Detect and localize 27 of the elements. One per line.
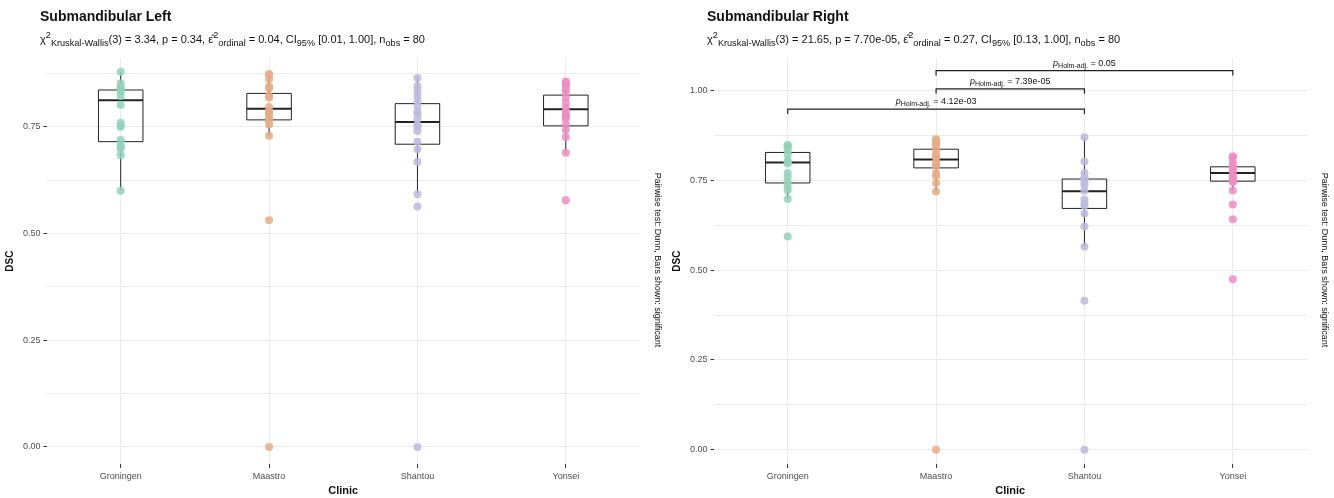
y-tick-label: 1.00 — [689, 85, 708, 96]
x-tick-label: Shantou — [400, 470, 435, 481]
chart-title: Submandibular Right — [707, 8, 849, 24]
y-axis-title: DSC — [670, 250, 682, 272]
y-tick-label: 0.25 — [22, 334, 41, 345]
x-axis-title: Clinic — [328, 484, 359, 497]
y-tick-label: 0.00 — [22, 441, 41, 452]
x-axis-title: Clinic — [995, 484, 1026, 497]
x-tick-label: Maastro — [252, 470, 286, 481]
y-tick-label: 0.75 — [22, 121, 41, 132]
text: Pairwise test: Dunn, Bars shown: significant — [653, 172, 663, 348]
x-tick-label: Yonsei — [1219, 470, 1247, 481]
x-tick-label: Groningen — [766, 470, 809, 481]
text: Pairwise test: Dunn, Bars shown: significant — [1320, 172, 1330, 348]
y-tick-label: 0.25 — [689, 354, 708, 365]
y-axis-title: DSC — [3, 250, 15, 272]
x-tick-label: Yonsei — [552, 470, 580, 481]
x-tick-label: Groningen — [99, 470, 142, 481]
text: χ$^{2}$$_{Kruskal-Wallis}$(3) = 3.34, p = 0.34, ε̂$^{2}$$_{ordinal}$ = 0.04, CI$_{95%}$ [0.01, 1.00], n$_{obs}$ = 80 — [40, 30, 425, 48]
y-tick-label: 0.50 — [689, 264, 708, 275]
y-tick-label: 0.00 — [689, 444, 708, 455]
y-tick-label: 0.50 — [22, 227, 41, 238]
x-tick-label: Maastro — [919, 470, 953, 481]
x-tick-label: Shantou — [1067, 470, 1102, 481]
y-tick-label: 0.75 — [689, 174, 708, 185]
text: χ$^{2}$$_{Kruskal-Wallis}$(3) = 21.65, p = 7.70e-05, ε̂$^{2}$$_{ordinal}$ = 0.27, CI$_{95%}$ [0.13, 1.00], n$_{obs}$ = 80 — [707, 30, 1121, 48]
chart-title: Submandibular Left — [40, 8, 172, 24]
